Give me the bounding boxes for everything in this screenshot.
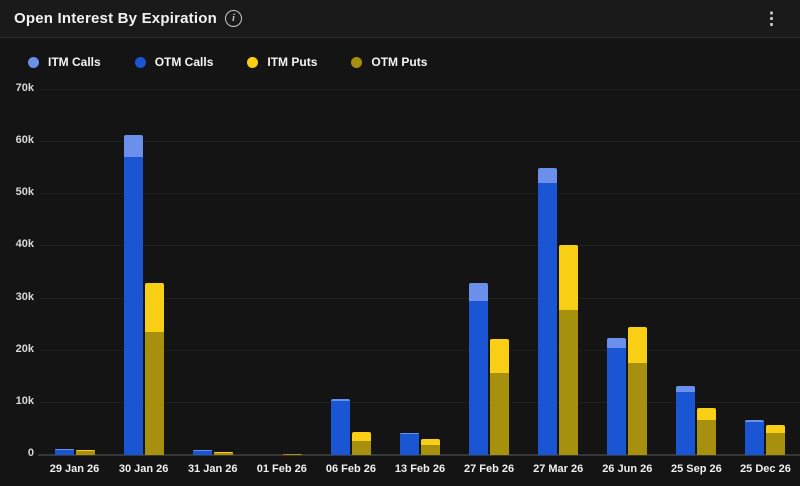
bar-otm-puts-31-jan-26[interactable] xyxy=(213,453,233,455)
bar-itm-calls-31-jan-26[interactable] xyxy=(192,449,212,451)
info-icon[interactable]: i xyxy=(224,10,242,27)
x-axis-tick-label: 13 Feb 26 xyxy=(394,463,446,475)
bar-itm-calls-27-mar-26[interactable] xyxy=(538,168,558,184)
y-axis-tick-label: 50k xyxy=(15,186,34,199)
bar-itm-calls-13-feb-26[interactable] xyxy=(400,432,419,435)
bar-itm-calls-06-feb-26[interactable] xyxy=(330,399,350,401)
gridline xyxy=(40,297,800,299)
bar-otm-puts-25-sep-26[interactable] xyxy=(697,420,717,455)
x-axis-tick-label: 06 Feb 26 xyxy=(325,463,376,475)
y-axis-tick-label: 40k xyxy=(15,238,34,251)
bar-itm-calls-25-dec-26[interactable] xyxy=(745,420,765,423)
bar-itm-calls-25-sep-26[interactable] xyxy=(676,386,696,393)
gridline xyxy=(40,141,800,143)
gridline xyxy=(40,245,800,247)
bar-itm-puts-27-mar-26[interactable] xyxy=(559,244,579,311)
bar-itm-calls-27-feb-26[interactable] xyxy=(469,282,489,302)
bar-otm-puts-27-feb-26[interactable] xyxy=(490,372,510,455)
bar-otm-calls-29-jan-26[interactable] xyxy=(54,450,74,455)
bar-itm-calls-30-jan-26[interactable] xyxy=(123,134,143,157)
bar-itm-puts-13-feb-26[interactable] xyxy=(421,439,440,446)
bar-otm-puts-30-jan-26[interactable] xyxy=(144,331,164,455)
bar-otm-puts-25-dec-26[interactable] xyxy=(766,432,786,455)
x-axis-tick-label: 01 Feb 26 xyxy=(256,463,307,475)
legend-dot xyxy=(247,56,259,68)
bar-itm-puts-25-dec-26[interactable] xyxy=(766,424,786,433)
legend-dot xyxy=(134,56,146,68)
bar-otm-calls-13-feb-26[interactable] xyxy=(400,434,419,455)
x-axis-tick-label: 27 Mar 26 xyxy=(533,463,584,475)
legend-dot xyxy=(28,56,39,68)
legend-label: ITM Puts xyxy=(267,55,318,69)
legend-item-otm-calls[interactable]: OTM Calls xyxy=(134,55,214,69)
bar-otm-calls-26-jun-26[interactable] xyxy=(607,347,627,455)
bar-otm-calls-25-dec-26[interactable] xyxy=(745,422,765,455)
bar-otm-puts-06-feb-26[interactable] xyxy=(351,440,371,455)
bar-itm-puts-06-feb-26[interactable] xyxy=(351,431,371,441)
bar-otm-puts-29-jan-26[interactable] xyxy=(75,451,95,455)
y-axis-tick-label: 0 xyxy=(27,447,34,459)
legend-label: ITM Calls xyxy=(48,55,101,69)
bar-itm-calls-29-jan-26[interactable] xyxy=(54,449,74,451)
x-axis-tick-label: 25 Dec 26 xyxy=(740,463,791,475)
bar-itm-puts-27-feb-26[interactable] xyxy=(490,338,510,373)
y-axis-tick-label: 10k xyxy=(15,394,34,407)
bar-itm-puts-30-jan-26[interactable] xyxy=(144,282,164,332)
legend-item-itm-puts[interactable]: ITM Puts xyxy=(247,55,317,69)
legend: ITM Calls OTM Calls ITM Puts OTM Puts xyxy=(28,50,427,74)
legend-item-itm-calls[interactable]: ITM Calls xyxy=(28,55,101,69)
y-axis-tick-label: 30k xyxy=(15,290,34,303)
bar-itm-puts-26-jun-26[interactable] xyxy=(628,326,648,363)
page-title: Open Interest By Expiration xyxy=(14,10,217,27)
bar-itm-puts-31-jan-26[interactable] xyxy=(213,452,233,454)
gridline xyxy=(40,349,800,351)
bar-otm-puts-13-feb-26[interactable] xyxy=(421,445,440,455)
bar-itm-puts-25-sep-26[interactable] xyxy=(697,408,717,421)
bar-otm-calls-06-feb-26[interactable] xyxy=(330,400,350,455)
y-axis-tick-label: 20k xyxy=(15,342,34,355)
bar-otm-calls-25-sep-26[interactable] xyxy=(676,392,696,455)
x-axis-line xyxy=(38,454,800,456)
bar-otm-calls-27-mar-26[interactable] xyxy=(538,183,558,455)
x-axis-tick-label: 27 Feb 26 xyxy=(464,463,515,475)
legend-label: OTM Puts xyxy=(371,55,428,69)
bar-otm-puts-01-feb-26[interactable] xyxy=(282,453,302,455)
legend-label: OTM Calls xyxy=(154,55,214,69)
bar-otm-puts-27-mar-26[interactable] xyxy=(559,310,579,455)
y-axis-tick-label: 70k xyxy=(15,82,34,94)
x-axis-tick-label: 25 Sep 26 xyxy=(670,463,722,475)
bar-otm-calls-27-feb-26[interactable] xyxy=(469,301,489,455)
x-axis-tick-label: 29 Jan 26 xyxy=(49,463,100,475)
gridline xyxy=(40,89,800,90)
legend-dot xyxy=(351,56,363,68)
bar-itm-puts-29-jan-26[interactable] xyxy=(75,450,95,452)
x-axis-tick-label: 30 Jan 26 xyxy=(118,463,169,475)
bar-otm-puts-26-jun-26[interactable] xyxy=(628,362,648,455)
bar-otm-calls-31-jan-26[interactable] xyxy=(192,450,212,455)
legend-item-otm-puts[interactable]: OTM Puts xyxy=(351,55,427,69)
bar-itm-calls-26-jun-26[interactable] xyxy=(607,338,627,348)
x-axis-tick-label: 26 Jun 26 xyxy=(602,463,653,475)
bar-otm-calls-30-jan-26[interactable] xyxy=(123,156,143,455)
card-header: Open Interest By Expiration i ⋮ xyxy=(0,0,800,38)
gridline xyxy=(40,401,800,403)
x-axis-tick-label: 31 Jan 26 xyxy=(187,463,238,475)
kebab-menu-icon[interactable]: ⋮ xyxy=(763,9,780,28)
y-axis-tick-label: 60k xyxy=(15,134,34,147)
chart-area: 0 10k 20k 30k 40k 50k 60k 70k 29 Jan 26 30 Jan 26… xyxy=(0,82,800,486)
gridline xyxy=(40,193,800,195)
